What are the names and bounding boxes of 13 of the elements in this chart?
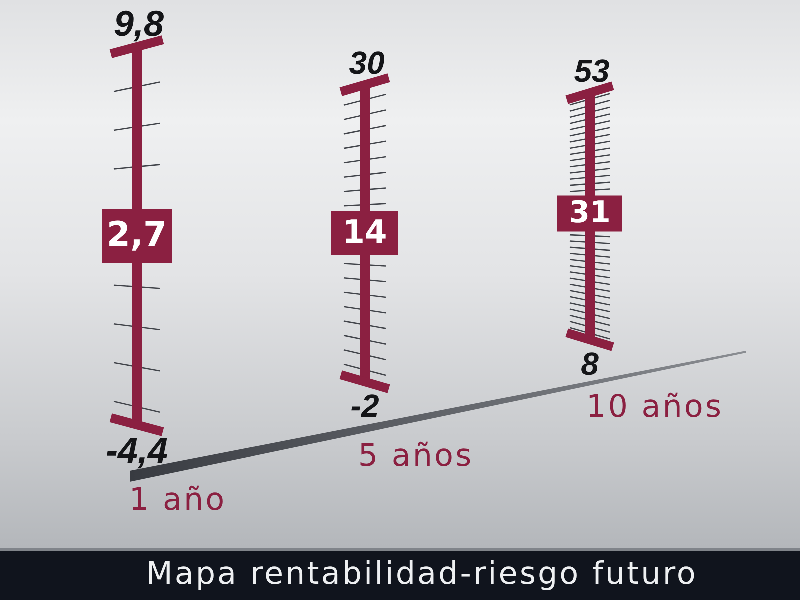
category-label: 5 años (358, 438, 474, 474)
data-label: 53 (574, 53, 610, 89)
data-label: 2,7 (106, 214, 168, 255)
data-label: -4,4 (106, 430, 168, 471)
text: Mapa rentabilidad-riesgo futuro (0, 548, 800, 600)
data-label: 9,8 (114, 3, 164, 44)
category-label: 10 años (586, 389, 724, 425)
data-label: 31 (569, 196, 611, 231)
category-label: 1 año (129, 482, 227, 518)
data-label: 14 (342, 212, 388, 251)
data-label: -2 (350, 388, 380, 424)
data-label: 8 (581, 346, 600, 382)
data-label: 30 (349, 45, 385, 81)
